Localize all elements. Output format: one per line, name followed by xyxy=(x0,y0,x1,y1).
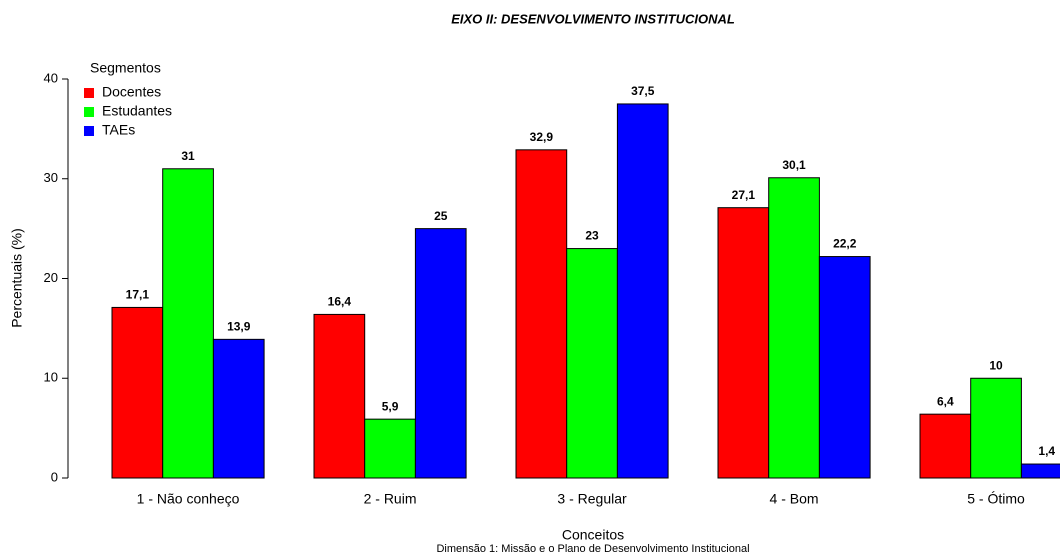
bar xyxy=(313,313,366,479)
bar xyxy=(515,149,568,479)
data-label: 17,1 xyxy=(126,288,150,302)
data-label: 5,9 xyxy=(382,399,399,413)
x-tick-label: 5 - Ótimo xyxy=(967,491,1025,507)
data-label: 22,2 xyxy=(833,237,857,251)
bar xyxy=(566,248,618,479)
data-label: 1,4 xyxy=(1038,444,1055,458)
subtitle: Dimensão 1: Missão e o Plano de Desenvol… xyxy=(436,543,749,555)
data-label: 6,4 xyxy=(937,394,954,408)
legend-label: Estudantes xyxy=(102,103,172,119)
data-label: 25 xyxy=(434,209,448,223)
x-tick-label: 1 - Não conheço xyxy=(137,491,240,507)
bar xyxy=(414,228,467,479)
legend-swatch xyxy=(84,126,94,136)
bar xyxy=(616,103,669,479)
legend-swatch xyxy=(84,107,94,117)
data-label: 10 xyxy=(989,358,1003,372)
data-label: 30,1 xyxy=(782,158,806,172)
x-tick-label: 3 - Regular xyxy=(557,491,627,507)
x-axis-title: Conceitos xyxy=(562,527,624,543)
bar xyxy=(970,377,1022,479)
y-tick-label: 10 xyxy=(44,370,58,385)
legend-title: Segmentos xyxy=(90,60,161,76)
y-tick-label: 40 xyxy=(44,70,58,85)
y-axis-title: Percentuais (%) xyxy=(9,228,25,328)
data-label: 16,4 xyxy=(328,295,352,309)
bar xyxy=(818,256,871,479)
data-label: 37,5 xyxy=(631,84,655,98)
legend-swatch xyxy=(84,88,94,98)
data-label: 27,1 xyxy=(732,188,756,202)
data-label: 31 xyxy=(181,149,195,163)
y-tick-label: 0 xyxy=(51,469,58,484)
x-tick-label: 2 - Ruim xyxy=(364,491,417,507)
bar xyxy=(162,168,214,479)
legend-label: Docentes xyxy=(102,84,161,100)
bar xyxy=(768,177,820,479)
data-label: 32,9 xyxy=(530,130,554,144)
bar xyxy=(111,306,164,479)
bar xyxy=(717,207,770,479)
chart-title: EIXO II: DESENVOLVIMENTO INSTITUCIONAL xyxy=(451,11,735,26)
data-label: 13,9 xyxy=(227,320,251,334)
x-tick-label: 4 - Bom xyxy=(770,491,819,507)
y-tick-label: 30 xyxy=(44,170,58,185)
y-tick-label: 20 xyxy=(44,270,58,285)
legend-label: TAEs xyxy=(102,122,135,138)
bar xyxy=(364,418,416,479)
data-label: 23 xyxy=(585,229,599,243)
bar xyxy=(212,338,265,479)
bar xyxy=(919,413,972,479)
bar xyxy=(1020,463,1060,479)
